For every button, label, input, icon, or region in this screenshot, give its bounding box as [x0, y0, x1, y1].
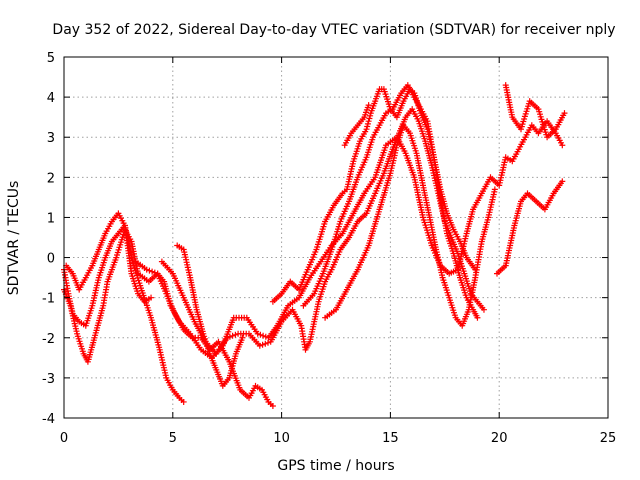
- point-track-4-92: [269, 402, 276, 409]
- x-tick-label-3: 15: [382, 431, 399, 446]
- point-track-6-63: [259, 341, 266, 348]
- y-axis-ticks: -4 -3 -2 -1 0 1 2 3 4 5: [42, 51, 608, 427]
- x-tick-label-1: 5: [169, 431, 177, 446]
- point-track-12-37: [537, 111, 543, 118]
- y-tick-label-5: 1: [47, 211, 55, 226]
- series-track-12: [502, 82, 568, 141]
- point-track-6-283: [480, 306, 487, 313]
- point-track-1-183: [262, 333, 269, 340]
- x-tick-label-2: 10: [273, 431, 290, 446]
- series-track-10: [341, 102, 372, 149]
- point-track-6-50: [229, 332, 236, 339]
- series-track-8: [300, 82, 481, 321]
- point-track-7-84: [364, 120, 371, 127]
- point-track-4-5: [143, 266, 150, 273]
- x-tick-label-4: 20: [491, 431, 508, 446]
- point-track-11-58: [559, 178, 566, 185]
- y-tick-label-8: 4: [47, 91, 55, 106]
- point-track-7-87: [367, 112, 374, 119]
- chart-title: Day 352 of 2022, Sidereal Day-to-day VTE…: [52, 22, 615, 38]
- series-track-3: [63, 210, 155, 305]
- x-axis-label: GPS time / hours: [277, 458, 394, 474]
- y-tick-label-1: -3: [42, 372, 55, 387]
- point-track-12-27: [524, 105, 531, 112]
- y-tick-label-2: -2: [42, 332, 55, 347]
- point-track-9-219: [491, 186, 498, 193]
- data-series-group: [61, 82, 568, 409]
- y-tick-label-3: -1: [42, 292, 55, 307]
- point-track-6-64: [262, 340, 269, 347]
- x-tick-label-5: 25: [600, 431, 617, 446]
- point-track-6-49: [226, 333, 233, 340]
- point-track-4-8: [151, 269, 158, 276]
- series-track-5: [174, 242, 246, 389]
- point-track-12-58: [561, 110, 568, 117]
- y-tick-label-4: 0: [47, 252, 55, 267]
- plot-frame: [63, 56, 609, 419]
- series-track-2: [61, 222, 187, 405]
- y-tick-label-7: 3: [47, 131, 55, 146]
- point-track-3-83: [148, 294, 155, 301]
- point-track-10-18: [365, 102, 372, 109]
- series-track-9: [322, 122, 498, 329]
- point-track-5-80: [239, 334, 246, 341]
- point-track-7-86: [366, 115, 373, 122]
- point-track-7-85: [365, 118, 372, 125]
- series-track-11: [494, 178, 566, 277]
- point-track-6-62: [256, 342, 263, 349]
- point-track-6-65: [265, 339, 271, 346]
- point-track-1-181: [257, 331, 264, 338]
- y-axis-label: SDTVAR / TECUs: [6, 181, 22, 296]
- x-tick-label-0: 0: [60, 431, 68, 446]
- point-track-4-6: [146, 267, 153, 274]
- y-tick-label-9: 5: [47, 51, 55, 66]
- point-track-1-430: [559, 142, 566, 149]
- point-track-8-187: [474, 314, 481, 321]
- point-track-2-138: [180, 398, 187, 405]
- y-tick-label-0: -4: [42, 412, 55, 427]
- point-track-6-51: [232, 331, 239, 338]
- point-track-1-182: [260, 332, 267, 339]
- point-track-1-180: [254, 330, 261, 337]
- point-track-6-48: [224, 334, 231, 341]
- point-track-4-7: [149, 268, 156, 275]
- y-tick-label-6: 2: [47, 171, 55, 186]
- x-axis-ticks: 0 5 10 15 20 25: [60, 57, 616, 446]
- point-track-7-82: [363, 126, 370, 133]
